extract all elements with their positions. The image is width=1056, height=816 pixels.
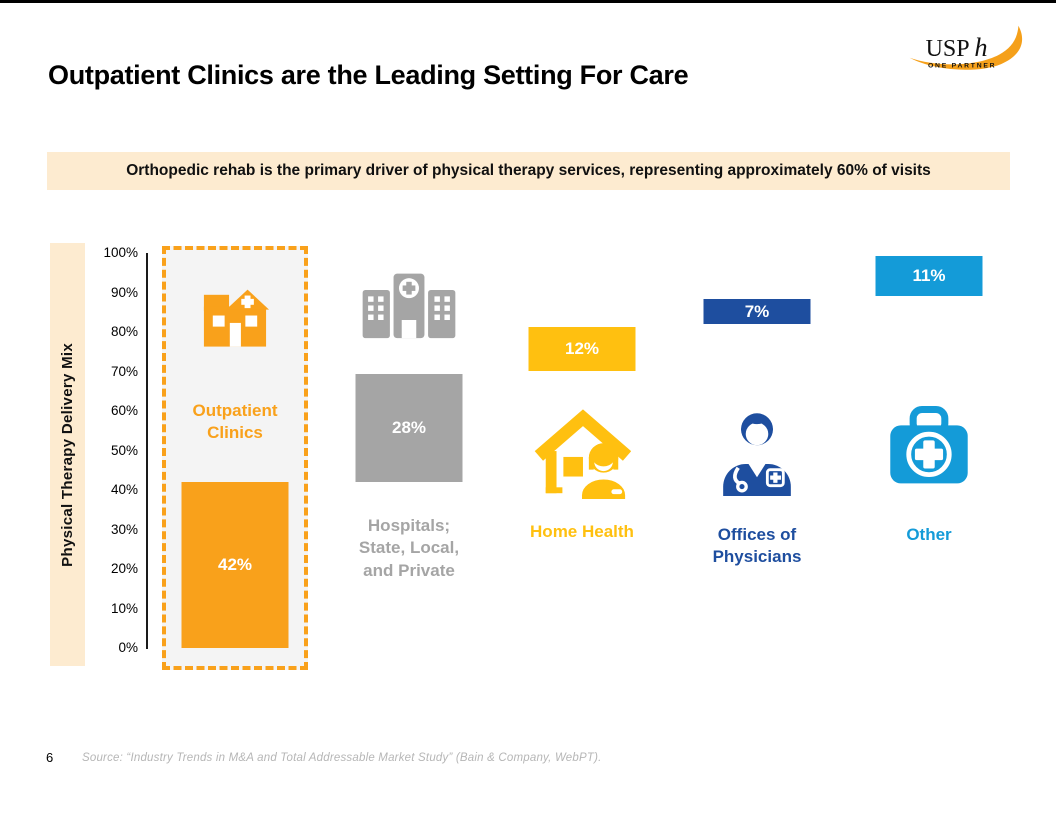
source-citation: Source: “Industry Trends in M&A and Tota… xyxy=(82,752,602,764)
category-label: Other xyxy=(906,525,952,544)
bar-value-label: 12% xyxy=(564,339,600,359)
hospital-icon xyxy=(359,270,459,341)
chart-column-home-health: Home Health 12% xyxy=(507,243,657,670)
y-axis-tick-label: 10% xyxy=(110,600,138,616)
logo-text-italic: h xyxy=(974,32,987,62)
bar-home-health: 12% xyxy=(528,326,636,372)
chart-column-hospitals: Hospitals; State, Local, and Private 28% xyxy=(334,243,484,670)
chart-column-other: Other 11% xyxy=(854,243,1004,670)
chart-column-outpatient-clinics: Outpatient Clinics 42% xyxy=(160,243,310,670)
bar-other: 11% xyxy=(875,255,983,297)
page-number: 6 xyxy=(46,750,54,765)
key-message-banner: Orthopedic rehab is the primary driver o… xyxy=(47,152,1010,190)
y-axis-tick-label: 60% xyxy=(110,403,138,418)
category-label: Outpatient Clinics xyxy=(192,401,278,443)
category-label: Hospitals; State, Local, and Private xyxy=(358,516,460,580)
y-axis-tick-label: 100% xyxy=(103,245,138,260)
y-axis-title: Physical Therapy Delivery Mix xyxy=(59,342,76,567)
usph-logo: USP h ONE PARTNER xyxy=(909,25,1023,70)
bar-outpatient-clinics: 42% xyxy=(181,482,289,648)
logo-text: USP xyxy=(926,36,970,62)
logo-swoosh-icon xyxy=(909,25,1023,70)
bar-value-label: 28% xyxy=(391,418,427,438)
physician-icon xyxy=(710,402,804,496)
y-axis-tick-label: 40% xyxy=(110,482,138,497)
bar-offices-of-physicians: 7% xyxy=(703,298,811,325)
y-axis-tick-label: 70% xyxy=(110,363,138,379)
slide-title: Outpatient Clinics are the Leading Setti… xyxy=(48,60,689,90)
bar-hospitals: 28% xyxy=(355,374,463,483)
clinic-building-icon xyxy=(198,280,272,348)
y-axis-ticks: 100% 90% 80% 70% 60% 50% 40% 30% 20% 10% 0% xyxy=(86,243,138,670)
home-health-icon xyxy=(533,405,632,500)
y-axis-line xyxy=(146,253,148,649)
y-axis-tick-label: 90% xyxy=(110,284,138,300)
category-label: Offices of Physicians xyxy=(712,525,802,567)
y-axis-tick-label: 80% xyxy=(110,324,138,339)
y-axis-tick-label: 0% xyxy=(118,640,138,655)
bar-value-label: 11% xyxy=(912,265,946,285)
top-divider-line xyxy=(0,0,1056,3)
y-axis-title-strip: Physical Therapy Delivery Mix xyxy=(50,243,85,666)
chart-column-offices-of-physicians: Offices of Physicians 7% xyxy=(682,243,832,670)
y-axis-tick-label: 50% xyxy=(110,442,138,458)
y-axis-tick-label: 20% xyxy=(110,561,138,576)
bar-value-label: 42% xyxy=(217,555,253,575)
logo-tagline: ONE PARTNER xyxy=(928,62,996,69)
category-label: Home Health xyxy=(530,522,634,541)
bar-value-label: 7% xyxy=(744,301,770,321)
y-axis-tick-label: 30% xyxy=(110,521,138,537)
first-aid-kit-icon xyxy=(885,406,973,487)
